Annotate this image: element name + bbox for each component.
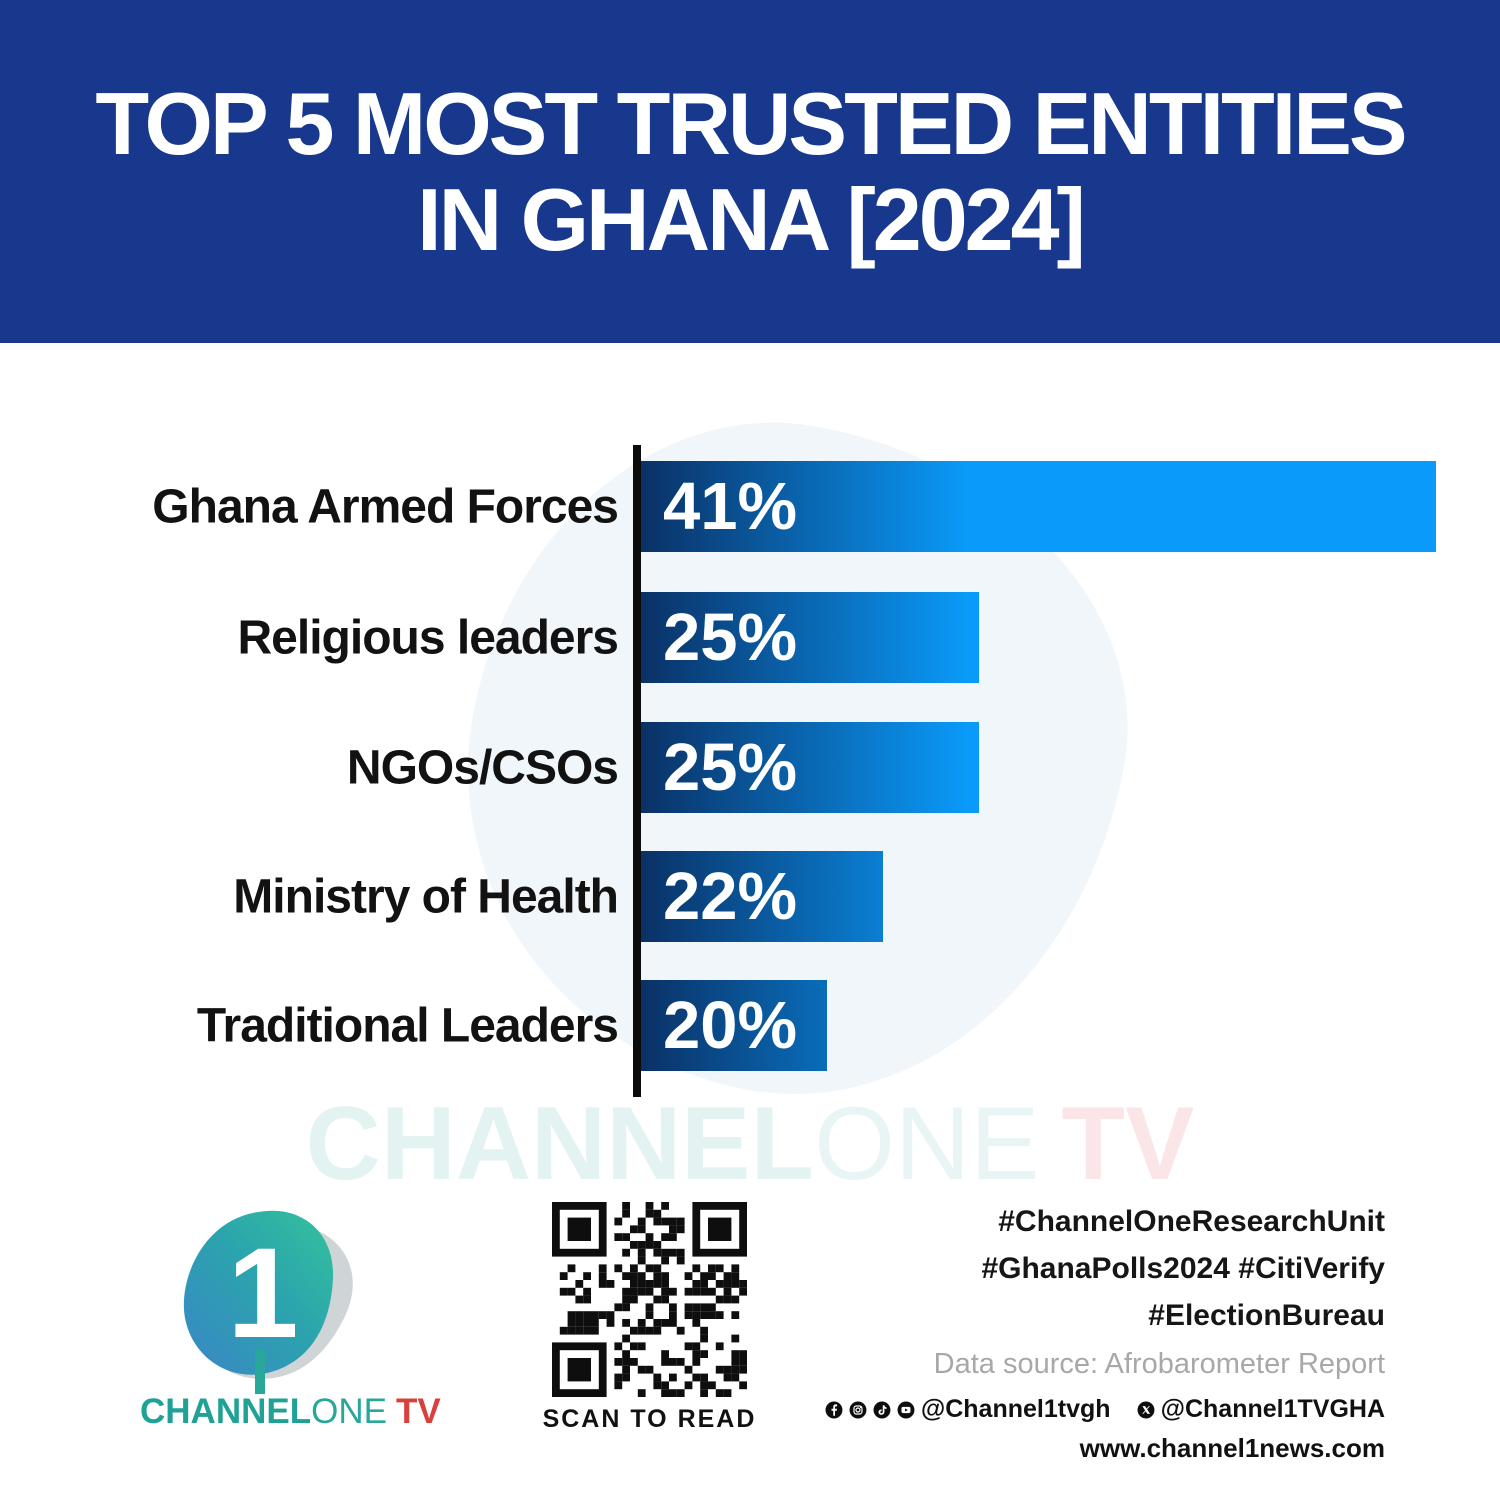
brand-watermark-text: CHANNELONE TV	[0, 1085, 1500, 1204]
chart-row: Ghana Armed Forces 41%	[0, 461, 1500, 552]
chart-row: Religious leaders 25%	[0, 592, 1500, 683]
tiktok-icon	[873, 1401, 891, 1418]
bar: 25%	[641, 592, 979, 683]
bar-chart: Ghana Armed Forces 41% Religious leaders 25…	[0, 343, 1500, 1163]
hashtag-line-2: #GhanaPolls2024 #CitiVerify	[981, 1252, 1385, 1285]
category-label: NGOs/CSOs	[346, 741, 619, 794]
website-url: www.channel1news.com	[1079, 1433, 1385, 1463]
data-source-label: Data source: Afrobarometer Report	[933, 1348, 1385, 1380]
footer-right-block: #ChannelOneResearchUnit #GhanaPolls2024 …	[825, 1198, 1385, 1464]
logo-word-tv: TV	[395, 1392, 441, 1431]
qr-caption: SCAN TO READ	[542, 1405, 757, 1433]
y-axis-line	[633, 445, 641, 1097]
x-icon	[1137, 1401, 1155, 1418]
hashtag-line-3: #ElectionBureau	[1148, 1299, 1385, 1332]
watermark-channel: CHANNEL	[305, 1086, 815, 1202]
chart-row: NGOs/CSOs 25%	[0, 722, 1500, 813]
instagram-icon	[849, 1401, 867, 1418]
hashtag-line-1: #ChannelOneResearchUnit	[998, 1205, 1385, 1238]
social-row: @Channel1tvgh @Channel1TVGHA	[825, 1395, 1385, 1424]
watermark-tv: TV	[1061, 1086, 1195, 1202]
page-title-line-2: IN GHANA [2024]	[417, 169, 1086, 269]
value-label: 25%	[663, 600, 798, 675]
social-handle-main: @Channel1tvgh	[920, 1395, 1111, 1423]
youtube-icon	[897, 1401, 915, 1418]
page-title-line-1: TOP 5 MOST TRUSTED ENTITIES	[95, 73, 1407, 173]
qr-code	[552, 1202, 747, 1397]
category-label: Ghana Armed Forces	[152, 480, 619, 533]
value-label: 25%	[663, 730, 798, 805]
category-label: Traditional Leaders	[196, 999, 619, 1052]
logo-pick-shape	[183, 1210, 334, 1375]
category-label: Ministry of Health	[233, 870, 619, 923]
value-label: 41%	[663, 469, 798, 544]
channel-one-logo: 1	[183, 1210, 353, 1394]
category-label: Religious leaders	[237, 611, 619, 664]
logo-word-channel: CHANNEL	[140, 1392, 312, 1431]
chart-row: Traditional Leaders 20%	[0, 980, 1500, 1071]
logo-wordmark: CHANNELONE TV	[140, 1392, 441, 1432]
social-handle-x: @Channel1TVGHA	[1160, 1395, 1385, 1423]
value-label: 20%	[663, 988, 798, 1063]
facebook-icon	[825, 1401, 843, 1418]
bar: 25%	[641, 722, 979, 813]
bar: 20%	[641, 980, 827, 1071]
logo-word-one: ONE	[311, 1392, 387, 1431]
page-header: TOP 5 MOST TRUSTED ENTITIES IN GHANA [20…	[0, 0, 1500, 343]
bar: 41%	[641, 461, 1436, 552]
chart-row: Ministry of Health 22%	[0, 851, 1500, 942]
logo-one-numeral: 1	[227, 1222, 298, 1365]
watermark-one: ONE	[814, 1086, 1040, 1202]
bar: 22%	[641, 851, 883, 942]
logo-one-stem	[255, 1350, 265, 1394]
value-label: 22%	[663, 859, 798, 934]
